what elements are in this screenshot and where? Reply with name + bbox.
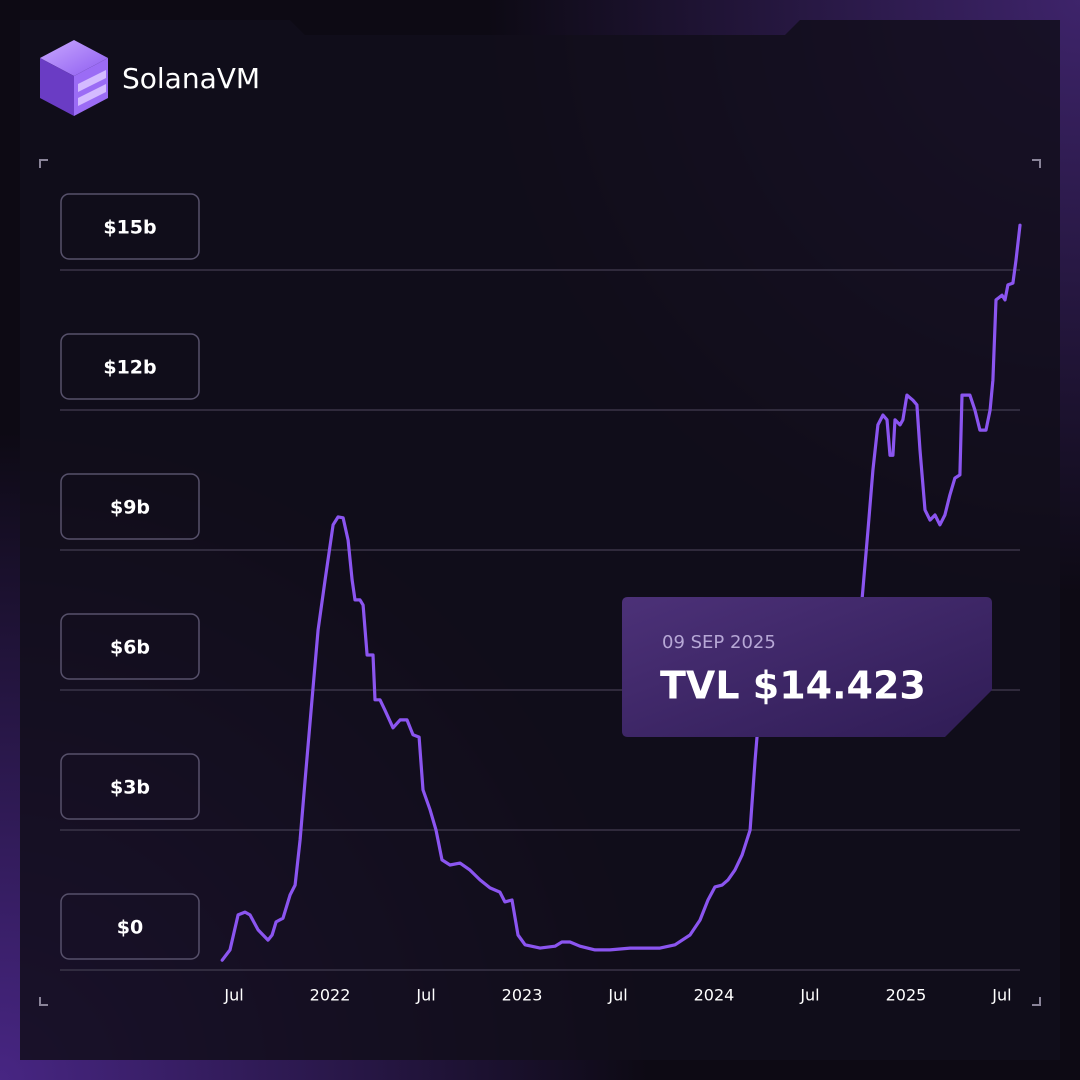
logo [40,40,108,116]
y-tick-box [60,473,200,540]
x-tick-label: 2023 [502,986,543,1005]
x-tick-label: 2025 [886,986,927,1005]
x-tick-label: Jul [799,986,819,1005]
x-tick-label: Jul [415,986,435,1005]
y-tick-box [60,753,200,820]
tooltip: 09 SEP 2025 TVL $14.423 [622,597,992,737]
brand-name: SolanaVM [122,62,260,95]
y-tick-label: $15b [103,216,156,238]
y-tick-box [60,893,200,960]
tooltip-value: TVL $14.423 [660,664,926,708]
tvl-line [220,223,1022,962]
tooltip-date: 09 SEP 2025 [662,632,776,653]
corner-brackets [39,159,1041,1006]
x-tick-label: Jul [991,986,1011,1005]
y-tick-label: $12b [103,356,156,378]
y-tick-label: $3b [110,776,150,798]
x-tick-label: 2022 [310,986,351,1005]
x-tick-label: Jul [607,986,627,1005]
x-tick-label: Jul [223,986,243,1005]
y-tick-box [60,333,200,400]
y-tick-label: $6b [110,636,150,658]
plot [220,223,1022,962]
panel [20,20,1060,1060]
x-tick-label: 2024 [694,986,735,1005]
tooltip-box [622,597,992,737]
y-tick-box [60,193,200,260]
y-tick-box [60,613,200,680]
y-tick-label: $9b [110,496,150,518]
y-tick-label: $0 [117,917,143,939]
